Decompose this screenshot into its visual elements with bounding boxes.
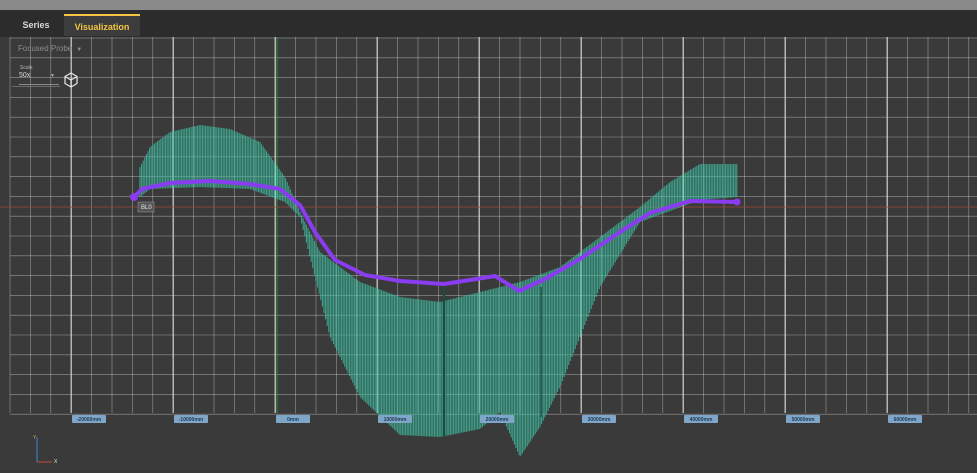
x-tick: -10000mm (174, 415, 208, 423)
x-tick: 0mm (276, 415, 310, 423)
x-axis-ticks: -20000mm -10000mm 0mm 10000mm 20000mm 30000mm… (72, 415, 922, 423)
x-tick: 40000mm (684, 415, 718, 423)
x-tick: 60000mm (888, 415, 922, 423)
visualization-viewport[interactable]: BL0 -20000mm -10000mm 0mm 10000mm 20000mm 300… (0, 37, 977, 468)
tab-visualization[interactable]: Visualization (64, 14, 140, 36)
chevron-down-icon: ▼ (50, 73, 55, 79)
x-tick-label: 20000mm (486, 417, 509, 423)
profile-end-marker[interactable] (733, 198, 741, 206)
scale-label: Scale (20, 65, 33, 71)
scale-select-value: 50x (19, 72, 31, 79)
window-top-strip (0, 0, 977, 10)
chevron-down-icon: ▼ (76, 47, 83, 53)
tab-bar: Series Visualization (0, 10, 977, 38)
probe-select-value: Focused Probe (18, 44, 73, 53)
start-tag: BL0 (137, 201, 155, 213)
x-tick-label: 60000mm (894, 417, 917, 423)
tab-series[interactable]: Series (22, 20, 50, 30)
gizmo-x-label: X (54, 459, 58, 465)
x-tick: 20000mm (480, 415, 514, 423)
gizmo-y-label: Y (33, 435, 37, 441)
profile-plot[interactable]: BL0 -20000mm -10000mm 0mm 10000mm 20000mm 300… (0, 37, 977, 468)
axis-gizmo: Y X (33, 435, 58, 465)
scale-underline (12, 86, 60, 87)
start-tag-label: BL0 (141, 205, 152, 211)
profile-start-marker[interactable] (130, 193, 138, 201)
spread-band (139, 125, 738, 456)
x-tick: 10000mm (378, 415, 412, 423)
x-tick-label: -20000mm (77, 417, 102, 423)
scale-select[interactable]: 50x ▼ (19, 72, 59, 85)
x-tick-label: 0mm (287, 417, 299, 423)
x-tick: -20000mm (72, 415, 106, 423)
cube-icon[interactable] (63, 72, 79, 88)
x-tick-label: 30000mm (588, 417, 611, 423)
x-tick-label: 10000mm (384, 417, 407, 423)
x-tick-label: 50000mm (792, 417, 815, 423)
x-tick: 50000mm (786, 415, 820, 423)
x-tick-label: 40000mm (690, 417, 713, 423)
x-tick-label: -10000mm (179, 417, 204, 423)
probe-select[interactable]: Focused Probe ▼ (18, 44, 82, 53)
x-tick: 30000mm (582, 415, 616, 423)
profile-line (132, 179, 739, 293)
